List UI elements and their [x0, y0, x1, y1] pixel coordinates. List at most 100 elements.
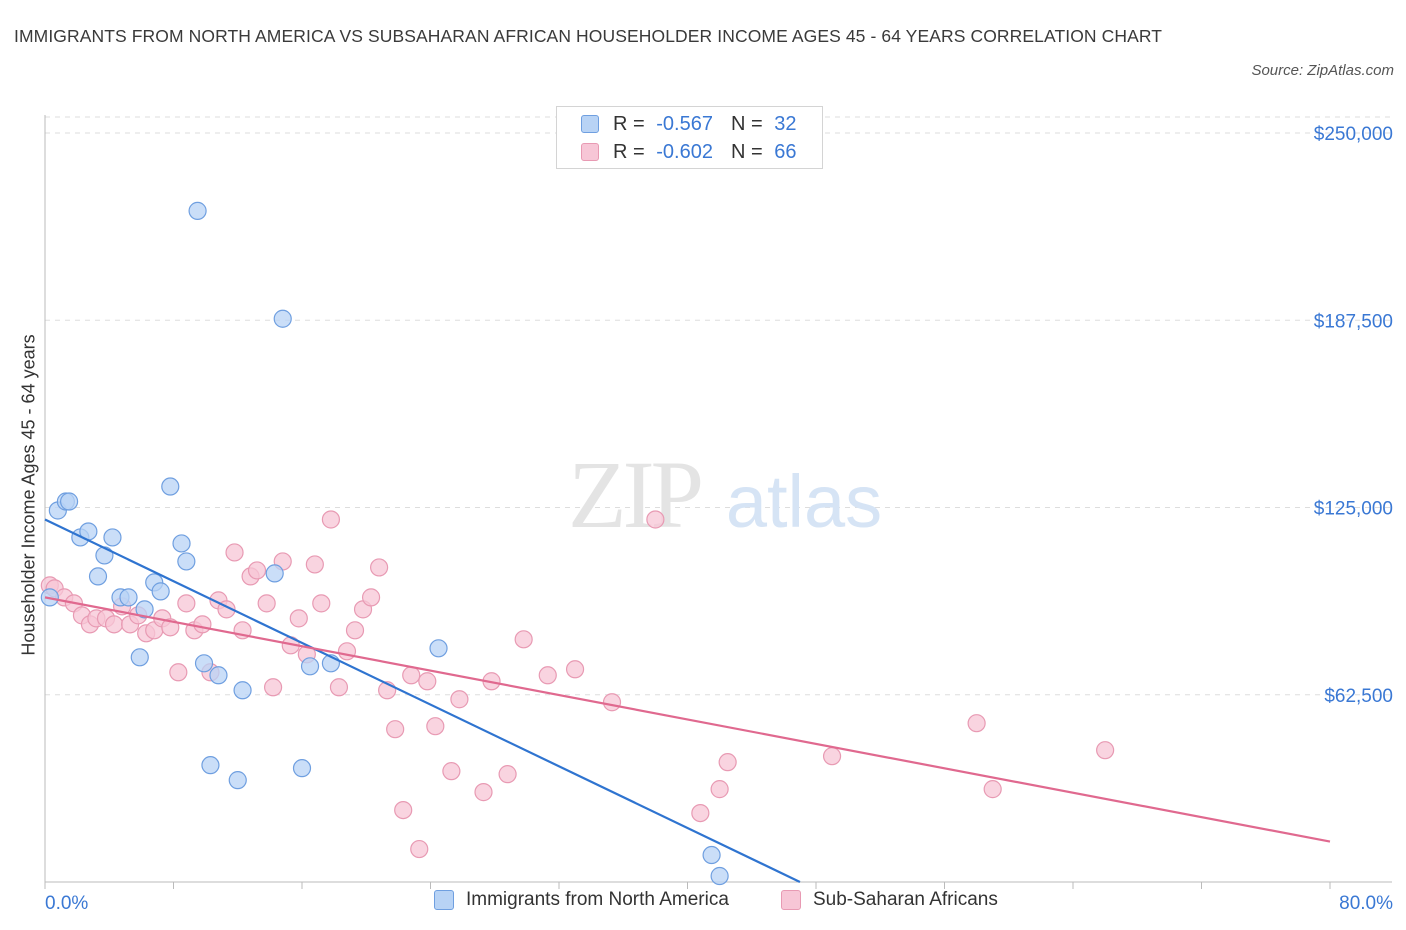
- point-north-america: [119, 588, 138, 607]
- point-subsaharan: [718, 753, 737, 772]
- point-subsaharan: [514, 630, 533, 649]
- stats-legend: R = -0.567 N = 32 R = -0.602 N = 66: [556, 106, 823, 169]
- legend-r-label: R =: [613, 112, 645, 135]
- point-north-america: [177, 552, 196, 571]
- point-north-america: [194, 654, 214, 673]
- series-legend: Immigrants from North America Sub-Sahara…: [0, 889, 1406, 915]
- y-tick-label: $187,500: [1314, 311, 1393, 332]
- point-subsaharan: [337, 642, 357, 661]
- point-north-america: [151, 582, 170, 601]
- legend-swatch-pink: [581, 143, 599, 161]
- point-subsaharan: [257, 594, 276, 613]
- point-north-america: [228, 771, 247, 790]
- point-north-america: [172, 534, 191, 553]
- legend-n-label: N =: [730, 140, 763, 163]
- point-north-america: [429, 639, 448, 658]
- tick-labels: $62,500 $125,000 $187,500 $250,000 0.0% 80.0%: [45, 124, 1393, 914]
- grid-lines: [45, 116, 1392, 696]
- legend-row-subsaharan: R = -0.602 N = 66: [581, 139, 796, 165]
- point-north-america: [59, 492, 79, 511]
- point-north-america: [135, 600, 154, 619]
- trend-line-subsaharan: [44, 596, 1331, 843]
- point-subsaharan: [289, 609, 308, 628]
- y-tick-label: $125,000: [1314, 499, 1393, 520]
- point-subsaharan: [565, 660, 585, 679]
- legend-n-value: 32: [774, 112, 797, 135]
- series-swatch-blue: [434, 890, 454, 910]
- legend-n-value: 66: [774, 140, 797, 163]
- series-swatch-pink: [781, 890, 801, 910]
- point-north-america: [103, 528, 122, 547]
- series-legend-item-subsaharan[interactable]: Sub-Saharan Africans: [781, 889, 998, 911]
- series-legend-item-north-america[interactable]: Immigrants from North America: [434, 889, 729, 911]
- watermark-zip: ZIP: [568, 441, 701, 548]
- point-north-america: [273, 309, 292, 328]
- series-legend-label: Sub-Saharan Africans: [813, 889, 998, 910]
- point-subsaharan: [442, 762, 461, 781]
- y-tick-label: $250,000: [1314, 124, 1393, 145]
- point-subsaharan: [602, 693, 622, 712]
- point-subsaharan: [646, 510, 665, 529]
- point-subsaharan: [247, 561, 267, 580]
- point-subsaharan: [386, 720, 405, 739]
- point-subsaharan: [305, 555, 324, 574]
- chart-title: IMMIGRANTS FROM NORTH AMERICA VS SUBSAHA…: [14, 26, 1163, 46]
- legend-row-north-america: R = -0.567 N = 32: [581, 111, 796, 137]
- point-north-america: [702, 845, 721, 865]
- trend-line-north-america: [44, 518, 801, 883]
- point-subsaharan: [345, 621, 365, 640]
- series-legend-label: Immigrants from North America: [466, 889, 729, 910]
- point-north-america: [95, 546, 114, 565]
- point-subsaharan: [426, 717, 445, 736]
- y-axis-label: Householder Income Ages 45 - 64 years: [18, 334, 39, 656]
- legend-swatch-blue: [581, 115, 599, 133]
- point-north-america: [300, 657, 320, 676]
- point-subsaharan: [710, 780, 729, 799]
- point-subsaharan: [169, 663, 188, 682]
- point-subsaharan: [177, 594, 196, 613]
- legend-r-value: -0.567: [656, 112, 713, 135]
- point-subsaharan: [450, 690, 469, 709]
- point-subsaharan: [983, 780, 1002, 799]
- point-subsaharan: [225, 543, 244, 562]
- y-tick-label: $62,500: [1324, 686, 1393, 707]
- point-subsaharan: [498, 765, 517, 784]
- watermark: ZIP atlas: [568, 441, 882, 548]
- x-tick-label: 0.0%: [45, 893, 88, 914]
- point-subsaharan: [329, 678, 349, 697]
- point-north-america: [710, 866, 729, 886]
- legend-r-value: -0.602: [656, 140, 713, 163]
- point-north-america: [201, 756, 220, 775]
- point-subsaharan: [1096, 741, 1115, 760]
- point-north-america: [233, 681, 252, 700]
- point-north-america: [188, 201, 207, 220]
- legend-r-label: R =: [613, 140, 645, 163]
- trend-lines: [44, 518, 1331, 883]
- point-north-america: [209, 666, 228, 685]
- point-subsaharan: [104, 615, 124, 634]
- watermark-atlas: atlas: [726, 460, 882, 543]
- point-north-america: [292, 759, 312, 778]
- point-subsaharan: [410, 839, 429, 859]
- point-subsaharan: [402, 666, 421, 685]
- point-subsaharan: [538, 666, 557, 685]
- point-subsaharan: [418, 672, 437, 691]
- point-subsaharan: [691, 803, 710, 823]
- point-subsaharan: [193, 615, 212, 634]
- point-subsaharan: [967, 714, 986, 733]
- legend-n-label: N =: [730, 112, 763, 135]
- point-subsaharan: [474, 783, 493, 802]
- point-subsaharan: [370, 558, 389, 577]
- point-subsaharan: [394, 800, 413, 820]
- point-north-america: [130, 648, 149, 667]
- point-subsaharan: [822, 747, 842, 766]
- point-north-america: [161, 477, 180, 496]
- axes: [44, 115, 1392, 889]
- point-subsaharan: [361, 588, 381, 607]
- point-subsaharan: [312, 594, 331, 613]
- point-north-america: [265, 564, 284, 583]
- x-tick-label: 80.0%: [1339, 893, 1393, 914]
- point-north-america: [88, 567, 108, 586]
- point-subsaharan: [321, 510, 341, 529]
